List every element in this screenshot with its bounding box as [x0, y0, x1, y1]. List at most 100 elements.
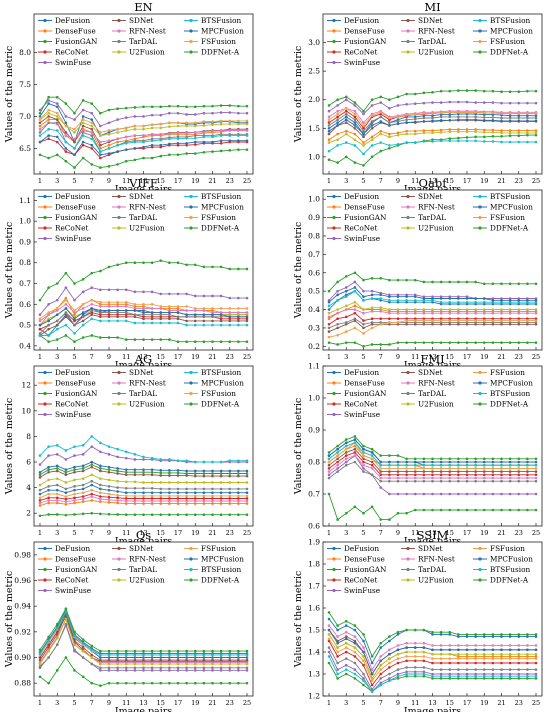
data-point [491, 116, 495, 119]
data-point [202, 481, 206, 484]
data-point [508, 476, 512, 480]
data-point [353, 286, 357, 289]
data-point [474, 308, 477, 311]
data-point [500, 672, 503, 676]
series-mpcfusion [327, 438, 538, 464]
data-point [336, 118, 339, 122]
data-point [508, 119, 512, 123]
data-point [116, 662, 119, 666]
legend-item-sdnet: SDNet [401, 16, 443, 25]
data-point [142, 124, 145, 128]
legend-marker [189, 557, 193, 561]
data-point [422, 280, 426, 284]
series-ddfnet-a [38, 259, 249, 302]
legend-marker [406, 226, 410, 230]
legend-marker [117, 557, 121, 561]
data-point [90, 143, 94, 147]
legend-label: ReCoNet [344, 576, 377, 585]
data-point [336, 115, 339, 119]
data-point [90, 317, 94, 321]
data-point [534, 655, 538, 658]
x-axis-label: Image pairs [115, 360, 172, 371]
data-point [465, 492, 469, 496]
data-point [245, 474, 249, 478]
data-point [159, 649, 163, 653]
data-point [517, 317, 521, 321]
data-point [482, 674, 486, 678]
data-point [47, 501, 50, 505]
data-point [211, 499, 214, 503]
y-tick-label: 1.1 [19, 196, 31, 205]
data-point [64, 147, 68, 150]
data-point [474, 101, 477, 104]
legend-marker [43, 588, 47, 593]
data-point [526, 302, 529, 306]
data-point [362, 659, 365, 663]
data-point [534, 282, 538, 286]
data-point [431, 657, 434, 660]
legend-marker [478, 226, 482, 230]
data-point [344, 630, 348, 634]
x-tick-label: 19 [480, 699, 488, 707]
data-point [47, 513, 50, 516]
data-point [99, 491, 102, 495]
data-point [508, 131, 512, 135]
data-point [431, 661, 434, 665]
data-point [176, 502, 180, 505]
data-point [344, 511, 348, 515]
data-point [81, 467, 85, 470]
data-point [508, 657, 512, 660]
data-point [336, 457, 339, 461]
data-point [73, 317, 76, 321]
data-point [176, 261, 180, 265]
data-point [474, 479, 477, 483]
data-point [168, 142, 171, 146]
data-point [431, 341, 434, 344]
data-point [457, 317, 460, 321]
series-mpcfusion [38, 134, 249, 157]
data-point [396, 310, 400, 313]
data-point [185, 113, 188, 116]
x-axis-label: Image pairs [404, 360, 461, 371]
data-point [99, 305, 102, 308]
data-point [439, 297, 443, 300]
data-point [64, 617, 68, 621]
data-point [90, 298, 94, 302]
series-mpcfusion [38, 460, 249, 474]
data-point [327, 126, 331, 130]
data-point [90, 479, 94, 483]
data-point [38, 476, 42, 479]
data-point [491, 101, 495, 104]
chart-panel-en: EN6.57.07.58.01 3 5 7 9 11 13 15 17 19 21 23 25Image… [4, 0, 254, 195]
data-point [353, 639, 357, 643]
data-point [370, 683, 374, 687]
data-point [439, 319, 443, 322]
data-point [142, 115, 145, 118]
data-point [73, 492, 76, 496]
data-point [413, 467, 417, 470]
data-point [388, 124, 391, 127]
y-tick-label: 0.7 [308, 490, 320, 499]
data-point [448, 672, 452, 676]
legend-item-reconet: ReCoNet [38, 224, 88, 233]
data-point [491, 473, 495, 477]
legend-marker [117, 205, 121, 209]
series-fusiongan [38, 511, 249, 518]
data-point [142, 681, 145, 685]
data-point [482, 300, 486, 304]
data-point [64, 286, 68, 289]
x-tick-label: 17 [174, 177, 182, 185]
data-point [508, 668, 512, 671]
legend-label: RFN-Nest [129, 555, 166, 564]
data-point [211, 472, 214, 475]
data-point [116, 127, 119, 131]
legend-marker [189, 29, 193, 33]
series-ddfnet-a [38, 463, 249, 477]
data-point [413, 492, 417, 496]
data-point [202, 474, 206, 478]
data-point [370, 473, 374, 477]
x-tick-label: 11 [411, 353, 419, 361]
data-point [211, 681, 214, 685]
data-point [133, 486, 137, 490]
data-point [228, 487, 232, 491]
